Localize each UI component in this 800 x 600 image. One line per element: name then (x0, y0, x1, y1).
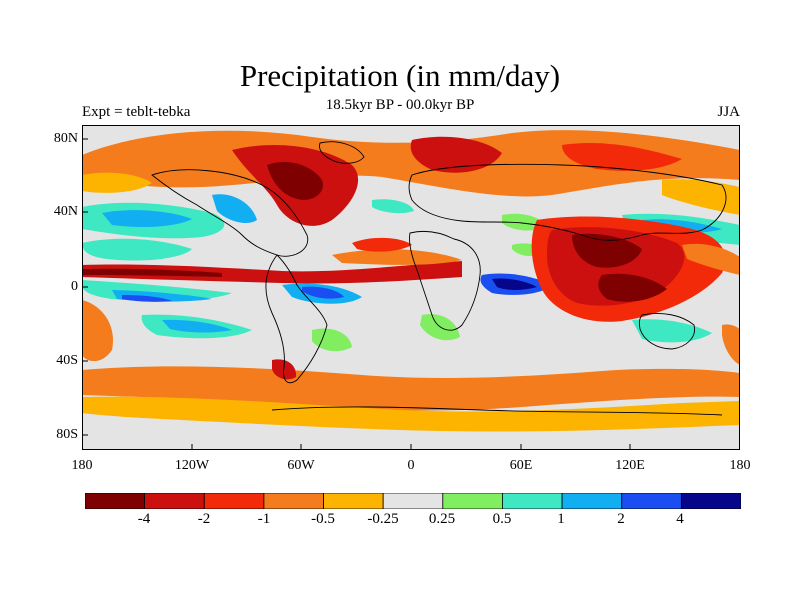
colorbar (85, 493, 741, 509)
map-title: Precipitation (in mm/day) (239, 58, 561, 93)
colorbar-label: 0.5 (492, 511, 512, 527)
lat-label-80n: 80N (53, 131, 78, 146)
colorbar-label: 4 (676, 511, 684, 527)
lon-label-120e: 120E (615, 458, 645, 473)
northern-drying-bands (82, 130, 740, 226)
lon-label-60e: 60E (509, 458, 533, 473)
lat-label-40s: 40S (56, 353, 78, 368)
southern-features (82, 300, 740, 432)
map-subtitle: 18.5kyr BP - 00.0kyr BP (325, 97, 475, 113)
colorbar-swatch (621, 493, 682, 509)
lon-label-180e: 180 (729, 458, 751, 473)
colorbar-label: -0.25 (367, 511, 399, 527)
colorbar-swatch (85, 493, 146, 509)
lat-label-40n: 40N (53, 204, 78, 219)
colorbar-label: -2 (197, 511, 211, 527)
colorbar-swatch (502, 493, 563, 509)
tropical-patterns (82, 237, 462, 304)
colorbar-swatch (263, 493, 324, 509)
colorbar-swatch (144, 493, 205, 509)
coastlines (151, 141, 727, 416)
colorbar-label: -0.5 (311, 511, 335, 527)
colorbar-swatch (442, 493, 503, 509)
colorbar-swatch (382, 493, 444, 509)
colorbar-label: 1 (557, 511, 565, 527)
experiment-label: Expt = teblt-tebka (82, 104, 191, 120)
colorbar-swatch (203, 493, 265, 509)
lon-label-0: 0 (407, 458, 415, 473)
axis-ticks (82, 138, 631, 450)
colorbar-swatch (561, 493, 623, 509)
lon-label-180w: 180 (71, 458, 93, 473)
asian-monsoon-drying (531, 216, 740, 322)
colorbar-label: -1 (257, 511, 271, 527)
colorbar-swatch (680, 493, 741, 509)
precipitation-map (82, 125, 740, 450)
colorbar-label: 0.25 (428, 511, 456, 527)
lon-label-120w: 120W (174, 458, 210, 473)
colorbar-label: 2 (617, 511, 625, 527)
lat-label-0: 0 (71, 279, 78, 294)
colorbar-label: -4 (137, 511, 151, 527)
lat-label-80s: 80S (56, 427, 78, 442)
season-label: JJA (717, 104, 740, 120)
lon-label-60w: 60W (287, 458, 315, 473)
colorbar-swatch (323, 493, 384, 509)
